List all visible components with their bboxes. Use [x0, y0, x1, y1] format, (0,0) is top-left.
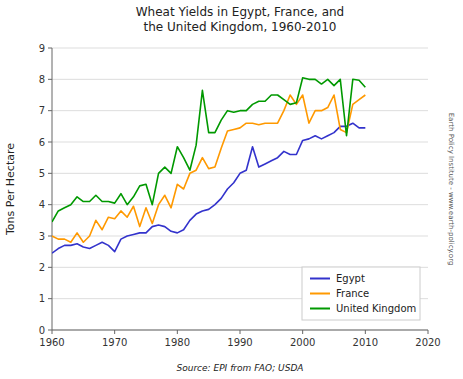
series-line	[52, 123, 365, 253]
x-tick-label: 1990	[227, 337, 252, 348]
watermark: Earth Policy Institute - www.earth-polic…	[447, 113, 455, 266]
grid-line	[52, 236, 428, 237]
title: Wheat Yields in Egypt, France, andthe Un…	[136, 5, 344, 34]
x-tick	[114, 330, 115, 334]
y-tick-label: 9	[39, 43, 45, 54]
grid-line	[52, 330, 428, 331]
x-tick-label: 1980	[165, 337, 190, 348]
y-tick-label: 6	[39, 137, 45, 148]
legend-label: United Kingdom	[336, 303, 416, 314]
x-tick	[428, 330, 429, 334]
x-axis	[52, 330, 428, 331]
y-tick	[48, 204, 52, 205]
y-axis-label: Tons Per Hectare	[4, 143, 17, 236]
y-tick-label: 5	[39, 168, 45, 179]
y-tick	[48, 298, 52, 299]
legend-label: France	[336, 288, 369, 299]
y-tick	[48, 330, 52, 331]
y-tick	[48, 48, 52, 49]
grid-line	[52, 48, 428, 49]
y-tick-label: 8	[39, 74, 45, 85]
legend-swatch	[310, 278, 330, 280]
y-tick	[48, 79, 52, 80]
legend-swatch	[310, 293, 330, 295]
grid-line	[52, 79, 428, 80]
chart: Wheat Yields in Egypt, France, andthe Un…	[0, 0, 463, 379]
x-tick	[177, 330, 178, 334]
x-tick-label: 1970	[102, 337, 127, 348]
grid-line	[52, 204, 428, 205]
grid-line	[52, 142, 428, 143]
x-tick	[302, 330, 303, 334]
y-tick-label: 3	[39, 231, 45, 242]
legend-swatch	[310, 308, 330, 310]
legend: Egypt France United Kingdom	[302, 267, 420, 320]
source-note: Source: EPI from FAO; USDA	[177, 363, 304, 373]
x-tick-label: 1960	[39, 337, 64, 348]
grid	[52, 48, 428, 330]
y-tick-label: 4	[39, 199, 45, 210]
lines	[52, 78, 365, 253]
x-tick	[52, 330, 53, 334]
x-tick-label: 2020	[415, 337, 440, 348]
y-tick-label: 0	[39, 325, 45, 336]
x-tick	[365, 330, 366, 334]
x-tick-label: 2010	[353, 337, 378, 348]
series-line	[52, 95, 365, 242]
series-line	[52, 78, 365, 222]
y-tick-label: 1	[39, 293, 45, 304]
y-tick	[48, 173, 52, 174]
x-tick	[240, 330, 241, 334]
y-tick-label: 2	[39, 262, 45, 273]
y-tick	[48, 236, 52, 237]
y-tick	[48, 267, 52, 268]
y-tick	[48, 142, 52, 143]
x-tick-label: 2000	[290, 337, 315, 348]
y-axis	[52, 48, 53, 330]
legend-label: Egypt	[336, 273, 365, 284]
legend-box	[302, 267, 420, 320]
y-tick	[48, 110, 52, 111]
y-tick-label: 7	[39, 105, 45, 116]
